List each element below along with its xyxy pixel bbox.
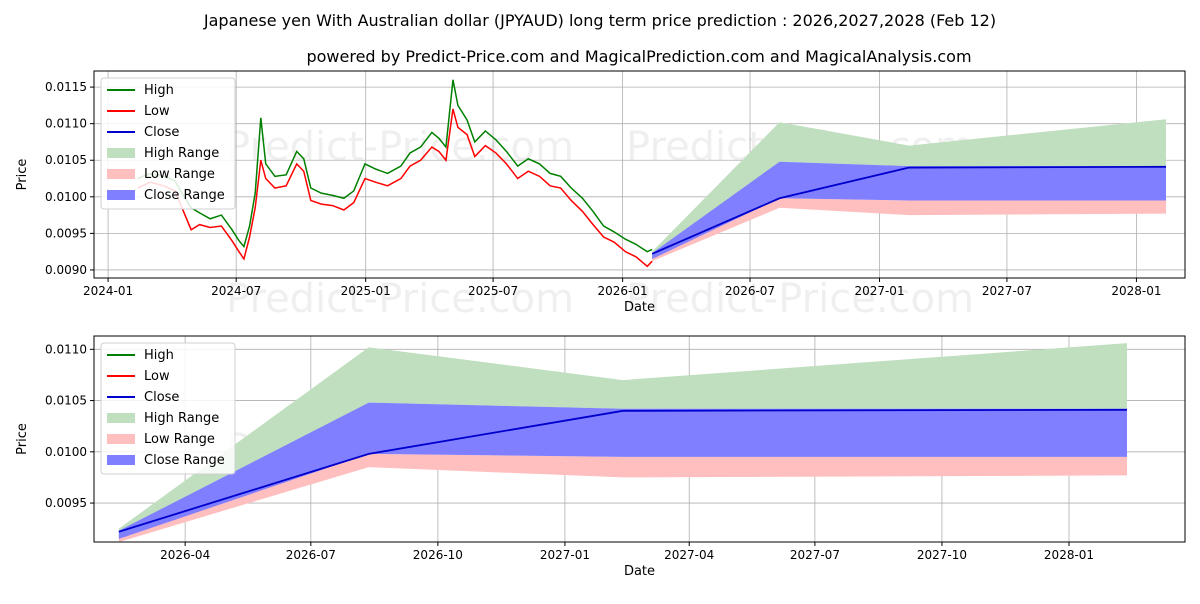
x-tick-label: 2028-01: [1044, 548, 1094, 562]
plot-frame: [93, 335, 1186, 543]
y-axis-label: Price: [15, 159, 30, 191]
x-tick-label: 2028-01: [1111, 284, 1161, 298]
y-tick-label: 0.0095: [45, 496, 87, 510]
x-axis-label: Date: [624, 300, 655, 315]
x-tick-label: 2026-07: [725, 284, 775, 298]
legend-entry: High Range: [107, 146, 219, 161]
legend-label: Close: [144, 390, 179, 405]
plot-frame: [93, 70, 1186, 279]
high-range-band: [652, 119, 1166, 257]
legend-label: High: [144, 83, 174, 98]
legend-label: High Range: [144, 146, 219, 161]
x-tick-label: 2026-01: [598, 284, 648, 298]
y-tick-label: 0.0105: [45, 153, 87, 167]
x-tick-label: 2024-07: [211, 284, 261, 298]
x-tick-label: 2027-01: [854, 284, 904, 298]
high-range-band: [118, 343, 1127, 536]
low-series-line: [137, 108, 653, 268]
close-series-line: [651, 165, 1166, 255]
x-tick-label: 2026-04: [160, 548, 210, 562]
y-tick-label: 0.0100: [45, 445, 87, 459]
legend-entry: Low Range: [107, 432, 215, 447]
legend: High Low Close High Range Low Range Close Ran…: [100, 77, 236, 210]
legend-entry: Close Range: [107, 453, 225, 468]
close-range-band: [118, 402, 1127, 539]
close-series-line: [118, 408, 1127, 533]
legend-label: Low Range: [144, 432, 215, 447]
y-tick-label: 0.0100: [45, 190, 87, 204]
legend-entry: High Range: [107, 411, 219, 426]
plot-area: [137, 79, 1166, 268]
low-range-band: [118, 453, 1127, 542]
legend-swatch: [107, 169, 135, 179]
x-tick-label: 2026-10: [413, 548, 463, 562]
low-range-band: [652, 198, 1166, 262]
x-tick-label: 2027-07: [982, 284, 1032, 298]
bottom-panel: 2026-04 2026-07 2026-10 2027-01 2027-04 2027-…: [15, 335, 1186, 579]
legend-swatch: [107, 413, 135, 423]
legend-label: Close: [144, 125, 179, 140]
x-tick-label: 2025-07: [468, 284, 518, 298]
watermark-text: Predict-Price.com: [626, 276, 974, 322]
legend-label: Close Range: [144, 188, 225, 203]
y-tick-label: 0.0095: [45, 226, 87, 240]
legend-label: Low Range: [144, 167, 215, 182]
y-tick-label: 0.0090: [45, 263, 87, 277]
x-tick-label: 2027-04: [664, 548, 714, 562]
legend-entry: Close: [107, 125, 179, 140]
legend-label: Close Range: [144, 453, 225, 468]
legend-swatch: [107, 148, 135, 158]
legend-entry: Low Range: [107, 167, 215, 182]
legend-swatch: [107, 434, 135, 444]
legend-entry: Low: [107, 104, 170, 119]
y-tick-label: 0.0115: [45, 80, 87, 94]
legend-swatch: [107, 190, 135, 200]
x-axis-label: Date: [624, 564, 655, 579]
plot-area: [118, 343, 1127, 542]
watermark-text: Predict-Price.com: [226, 276, 574, 322]
y-tick-label: 0.0110: [45, 117, 87, 131]
y-axis-label: Price: [15, 423, 30, 455]
y-tick-label: 0.0105: [45, 394, 87, 408]
legend-entry: High: [107, 83, 174, 98]
x-tick-label: 2027-10: [917, 548, 967, 562]
chart-title: Japanese yen With Australian dollar (JPY…: [203, 11, 996, 30]
legend-label: Low: [144, 104, 170, 119]
x-tick-label: 2025-01: [341, 284, 391, 298]
close-range-band: [652, 161, 1166, 259]
legend-label: Low: [144, 369, 170, 384]
legend-swatch: [107, 455, 135, 465]
legend-entry: Close Range: [107, 188, 225, 203]
legend-label: High: [144, 348, 174, 363]
legend-entry: Low: [107, 369, 170, 384]
legend-label: High Range: [144, 411, 219, 426]
legend: High Low Close High Range Low Range Close Ran…: [100, 342, 236, 475]
x-tick-label: 2027-01: [540, 548, 590, 562]
legend-entry: Close: [107, 390, 179, 405]
x-tick-label: 2026-07: [286, 548, 336, 562]
y-tick-label: 0.0110: [45, 342, 87, 356]
top-panel: 2024-01 2024-07 2025-01 2025-07 2026-01 2026-…: [15, 70, 1186, 315]
watermark-text: Predict-Price.com: [226, 124, 574, 170]
chart-subtitle: powered by Predict-Price.com and Magical…: [306, 47, 971, 66]
x-tick-label: 2024-01: [83, 284, 133, 298]
legend-entry: High: [107, 348, 174, 363]
high-series-line: [137, 79, 653, 253]
x-tick-label: 2027-07: [790, 548, 840, 562]
